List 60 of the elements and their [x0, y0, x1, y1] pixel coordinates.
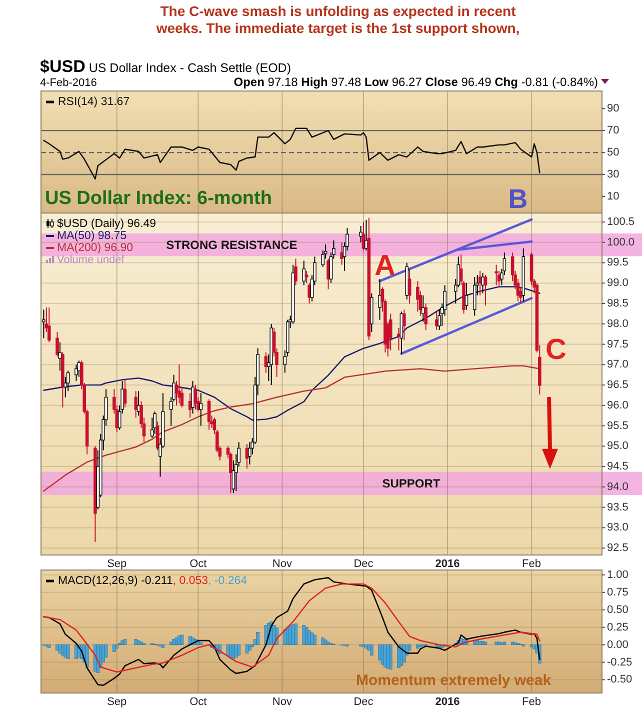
y-tick-label: 1.00 — [607, 568, 628, 581]
y-tick-label: 100.0 — [607, 236, 635, 248]
y-tick-label: 94.0 — [607, 480, 628, 493]
y-tick-label: 99.0 — [607, 277, 628, 290]
y-tick-label: -0.25 — [607, 656, 632, 668]
x-tick-label: Sep — [107, 558, 127, 570]
x-tick-label: Dec — [354, 696, 374, 708]
x-tick-label: Feb — [522, 558, 542, 570]
y-tick-label: 96.5 — [607, 379, 628, 392]
y-tick-label: 92.5 — [607, 542, 628, 554]
x-tick-label: Dec — [354, 558, 374, 570]
y-tick-label: 0.25 — [607, 621, 628, 634]
y-tick-label: 90 — [607, 102, 620, 115]
annotation: B — [508, 184, 528, 214]
text: Open 97.18 High 97.48 Low 96.27 Close 96.49 Chg -0.81 (-0.84%) — [234, 75, 598, 89]
chart-title: The C-wave smash is unfolding as expected in recent weeks. The immediate target is the 1st support shown, — [155, 3, 520, 36]
annotation: C — [546, 334, 567, 366]
text: 4-Feb-2016 — [40, 77, 97, 89]
annotation: Volume undef — [57, 254, 126, 266]
y-tick-label: 97.5 — [607, 338, 628, 350]
legend-label: MA(200) 96.90 — [57, 242, 134, 254]
chart-subtitle: $USD US Dollar Index - Cash Settle (EOD) — [40, 57, 291, 76]
y-tick-label: 95.5 — [607, 420, 628, 432]
band-label: SUPPORT — [382, 476, 441, 490]
text: , -0.264 — [208, 575, 248, 587]
y-tick-label: 98.0 — [607, 318, 628, 330]
x-tick-label: 2016 — [435, 696, 460, 708]
y-tick-label: 93.5 — [607, 501, 628, 514]
y-tick-label: 100.5 — [607, 216, 635, 228]
chart-title: US Dollar Index: 6-month — [45, 188, 272, 209]
x-tick-label: Oct — [190, 696, 207, 708]
y-tick-label: -0.50 — [607, 674, 632, 686]
legend-label: $USD (Daily) 96.49 — [57, 218, 156, 230]
y-tick-label: 94.5 — [607, 460, 628, 473]
y-tick-label: 99.5 — [607, 256, 628, 269]
x-tick-label: Oct — [190, 558, 207, 570]
text: , 0.053 — [172, 575, 208, 587]
x-tick-label: Nov — [272, 558, 292, 570]
y-tick-label: 0.75 — [607, 586, 628, 598]
annotation: Momentum extremely weak — [356, 672, 552, 689]
band-label: STRONG RESISTANCE — [166, 238, 298, 252]
x-tick-label: Feb — [522, 696, 542, 708]
y-tick-label: 50 — [607, 146, 620, 159]
legend-label: MA(50) 98.75 — [57, 230, 127, 242]
y-tick-label: 70 — [607, 124, 620, 137]
y-tick-label: 0.50 — [607, 604, 628, 616]
y-tick-label: 97.0 — [607, 358, 628, 371]
y-tick-label: 30 — [607, 168, 620, 181]
annotation: A — [374, 250, 396, 282]
x-tick-label: 2016 — [435, 558, 460, 570]
y-tick-label: 96.0 — [607, 399, 628, 412]
legend-label: MACD(12,26,9) -0.211 — [58, 575, 173, 587]
y-tick-label: 93.0 — [607, 522, 628, 534]
y-tick-label: 0.00 — [607, 638, 628, 651]
y-tick-label: 98.5 — [607, 297, 628, 310]
x-tick-label: Nov — [272, 696, 292, 708]
y-tick-label: 95.0 — [607, 440, 628, 452]
x-tick-label: Sep — [107, 696, 127, 708]
legend-label: RSI(14) 31.67 — [58, 96, 130, 108]
y-tick-label: 10 — [607, 190, 620, 203]
